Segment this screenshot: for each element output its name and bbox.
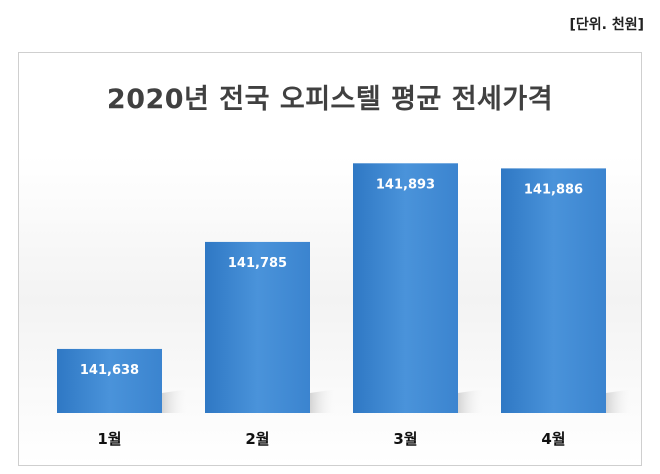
bar-2 xyxy=(205,241,310,413)
unit-label: [단위. 천원] xyxy=(569,17,644,33)
category-label: 4월 xyxy=(541,430,565,448)
category-label: 3월 xyxy=(393,430,417,448)
category-label: 2월 xyxy=(245,430,269,448)
bar-shadow xyxy=(162,389,190,413)
chart-title: 2020년 전국 오피스텔 평균 전세가격 xyxy=(106,84,554,115)
bar-shadow xyxy=(310,389,338,413)
value-label: 141,638 xyxy=(80,363,139,378)
category-label: 1월 xyxy=(97,430,121,448)
bar-shadow xyxy=(458,389,486,413)
value-label: 141,886 xyxy=(524,182,583,197)
bar-3 xyxy=(353,163,458,413)
value-label: 141,893 xyxy=(376,177,435,192)
bar-shadow xyxy=(606,389,634,413)
bar-1 xyxy=(57,348,162,413)
value-label: 141,785 xyxy=(228,256,287,271)
bar-4 xyxy=(501,168,606,413)
